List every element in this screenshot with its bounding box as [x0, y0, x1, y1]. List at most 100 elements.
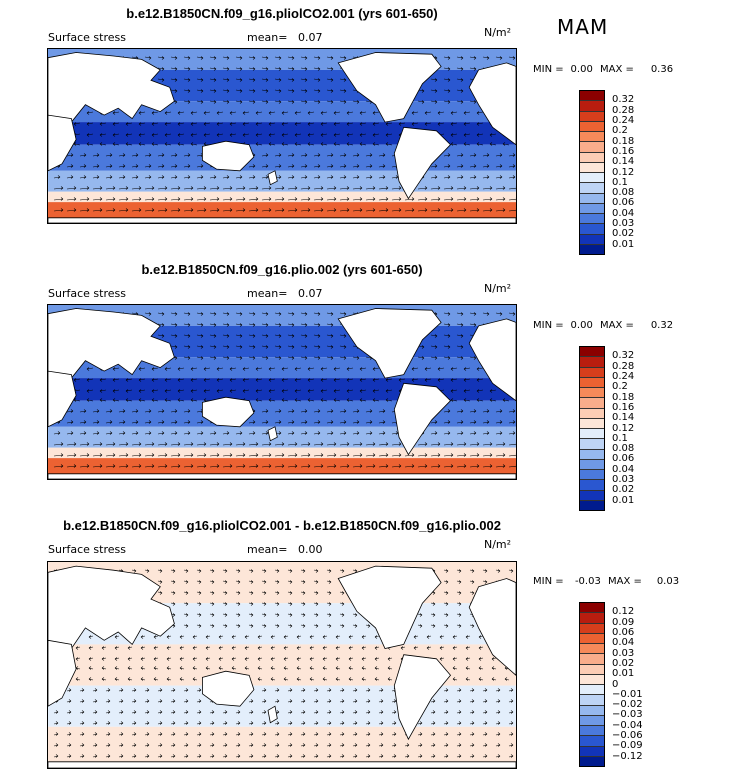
colorbar-swatch — [580, 613, 604, 624]
colorbar-tick-label: 0.01 — [612, 494, 635, 506]
colorbar-tick-label: 0.1 — [612, 176, 628, 188]
landmass — [48, 639, 77, 707]
panel-1-colorbar — [579, 90, 605, 255]
continents — [48, 308, 516, 479]
colorbar-swatch — [580, 224, 604, 235]
panel-1-map — [47, 48, 517, 224]
panel-1-units: N/m² — [484, 26, 512, 39]
panel-3-variable: Surface stress — [48, 543, 126, 556]
colorbar-swatch — [580, 459, 604, 470]
landmass — [337, 52, 442, 123]
colorbar-swatch — [580, 357, 604, 368]
colorbar-swatch — [580, 132, 604, 143]
colorbar-tick-label: −0.09 — [612, 740, 643, 752]
ocean-band — [48, 191, 516, 203]
colorbar-tick-label: −0.01 — [612, 688, 643, 700]
colorbar-swatch — [580, 500, 604, 510]
colorbar-tick-label: 0.32 — [612, 94, 635, 106]
ocean-band — [48, 685, 516, 727]
panel-3-map — [47, 561, 517, 769]
landmass — [267, 426, 278, 442]
landmass — [468, 62, 516, 146]
panel-2-max-value: 0.32 — [650, 320, 674, 331]
colorbar-tick-label: 0.02 — [612, 484, 635, 496]
colorbar-swatch — [580, 644, 604, 655]
panel-2-title: b.e12.B1850CN.f09_g16.plio.002 (yrs 601-… — [141, 262, 423, 277]
colorbar-swatch — [580, 705, 604, 716]
colorbar-tick-label: −0.03 — [612, 709, 643, 721]
colorbar-tick-label: 0.28 — [612, 104, 635, 116]
ocean-band — [48, 122, 516, 145]
colorbar-swatch — [580, 91, 604, 102]
ocean-band — [48, 447, 516, 459]
colorbar-swatch — [580, 470, 604, 481]
panel-2-min-value: 0.00 — [570, 320, 593, 331]
panel-1-title: b.e12.B1850CN.f09_g16.pliolCO2.001 (yrs … — [126, 6, 438, 21]
ocean-band — [48, 378, 516, 401]
panel-3-map-svg — [48, 562, 516, 768]
colorbar-swatch — [580, 203, 604, 214]
panel-3-colorbar — [579, 602, 605, 767]
panel-2-minmax: MIN = 0.00 MAX = 0.32 — [533, 320, 673, 331]
colorbar-swatch — [580, 152, 604, 163]
landmass — [468, 318, 516, 402]
panel-3-max-value: 0.03 — [656, 576, 680, 587]
landmass — [201, 670, 255, 707]
panel-1-max-label: MAX = — [600, 64, 634, 75]
colorbar-tick-label: 0.2 — [612, 125, 628, 137]
colorbar-tick-label: 0.04 — [612, 207, 635, 219]
landmass — [201, 140, 255, 172]
colorbar-tick-label: 0.01 — [612, 668, 635, 680]
panel-2-units: N/m² — [484, 282, 512, 295]
colorbar-tick-label: 0.04 — [612, 463, 635, 475]
colorbar-tick-label: 0.06 — [612, 453, 635, 465]
panel-3-units: N/m² — [484, 538, 512, 551]
colorbar-tick-label: 0 — [612, 678, 619, 690]
landmass — [48, 761, 516, 768]
panel-3-mean-label: mean= — [247, 543, 288, 556]
colorbar-tick-label: 0.08 — [612, 187, 635, 199]
panel-1-mean-value: 0.07 — [298, 31, 323, 44]
landmass — [393, 654, 452, 741]
colorbar-swatch — [580, 193, 604, 204]
colorbar-swatch — [580, 633, 604, 644]
colorbar-tick-label: 0.06 — [612, 626, 635, 638]
colorbar-tick-label: 0.09 — [612, 616, 635, 628]
panel-1-map-svg — [48, 49, 516, 223]
landmass — [468, 578, 516, 676]
colorbar-tick-label: −0.04 — [612, 719, 643, 731]
colorbar-tick-label: 0.12 — [612, 606, 635, 618]
colorbar-swatch — [580, 726, 604, 737]
colorbar-swatch — [580, 685, 604, 696]
panel-3-title: b.e12.B1850CN.f09_g16.pliolCO2.001 - b.e… — [63, 518, 501, 533]
colorbar-swatch — [580, 674, 604, 685]
ocean-band — [48, 726, 516, 762]
panel-2-min-label: MIN = — [533, 320, 564, 331]
landmass — [337, 565, 442, 649]
colorbar-tick-label: 0.1 — [612, 432, 628, 444]
panel-1-mean-label: mean= — [247, 31, 288, 44]
colorbar-swatch — [580, 490, 604, 501]
colorbar-tick-label: 0.24 — [612, 370, 635, 382]
colorbar-tick-label: 0.06 — [612, 197, 635, 209]
colorbar-swatch — [580, 603, 604, 614]
panel-1-max-value: 0.36 — [650, 64, 674, 75]
panel-2-map — [47, 304, 517, 480]
landmass — [337, 308, 442, 379]
panel-2-max-label: MAX = — [600, 320, 634, 331]
panel-1-variable: Surface stress — [48, 31, 126, 44]
panel-2-map-svg — [48, 305, 516, 479]
colorbar-tick-label: 0.32 — [612, 350, 635, 362]
colorbar-tick-label: 0.18 — [612, 135, 635, 147]
colorbar-tick-label: 0.14 — [612, 412, 635, 424]
colorbar-swatch — [580, 715, 604, 726]
panel-1-min-label: MIN = — [533, 64, 564, 75]
colorbar-tick-label: 0.03 — [612, 474, 635, 486]
panel-2-mean-label: mean= — [247, 287, 288, 300]
colorbar-swatch — [580, 418, 604, 429]
panel-1-minmax: MIN = 0.00 MAX = 0.36 — [533, 64, 673, 75]
continents — [48, 52, 516, 223]
colorbar-tick-label: 0.03 — [612, 218, 635, 230]
colorbar-swatch — [580, 480, 604, 491]
colorbar-swatch — [580, 398, 604, 409]
